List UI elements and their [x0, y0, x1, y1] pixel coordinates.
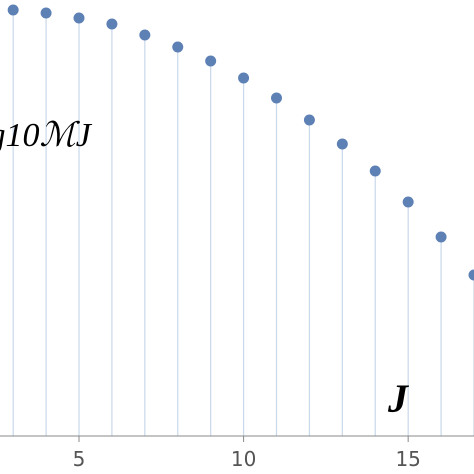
point: [106, 18, 118, 30]
point: [238, 72, 250, 84]
x-tick-label: 5: [73, 447, 86, 471]
point: [435, 231, 447, 243]
x-tick-label: 15: [395, 447, 420, 471]
point: [336, 138, 348, 150]
point: [172, 41, 184, 53]
point: [7, 4, 19, 16]
point: [73, 12, 85, 24]
point: [40, 7, 52, 19]
stems: [12, 10, 474, 436]
point: [369, 165, 381, 177]
ticks: 5 10 15: [73, 436, 421, 471]
y-axis-label: log10ℳJ: [0, 117, 93, 154]
point: [468, 269, 474, 281]
point: [205, 55, 217, 67]
point: [303, 114, 315, 126]
x-tick-label: 10: [231, 447, 256, 471]
point: [402, 196, 414, 208]
point: [139, 29, 151, 41]
point: [271, 92, 282, 104]
x-axis-label: J: [387, 376, 410, 421]
points: [7, 4, 474, 281]
